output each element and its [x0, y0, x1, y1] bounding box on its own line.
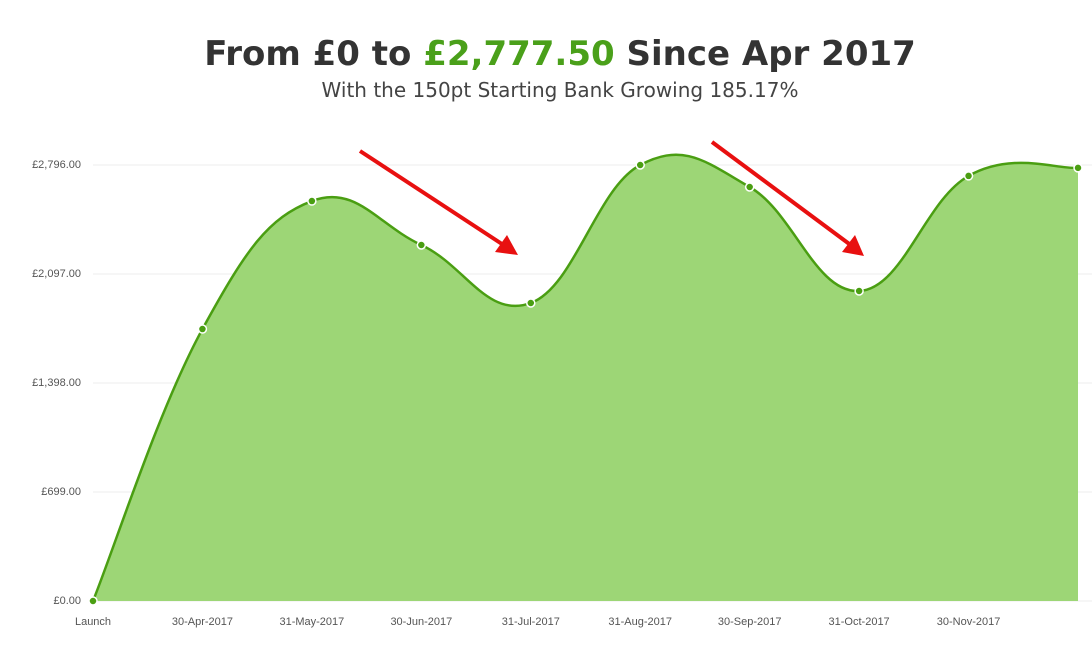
title-highlight: £2,777.50	[423, 34, 615, 74]
x-tick-label: 31-Oct-2017	[829, 616, 890, 628]
y-tick-label: £0.00	[53, 595, 81, 607]
arrow	[710, 140, 854, 248]
point	[635, 160, 645, 170]
x-tick-label: 30-Jun-2017	[390, 616, 452, 628]
y-tick-label: £699.00	[41, 486, 81, 498]
point	[854, 286, 864, 296]
point	[88, 596, 98, 606]
arrow	[358, 149, 507, 248]
arrow-head	[842, 235, 864, 256]
title-prefix: From £0 to	[204, 34, 424, 74]
point	[1073, 163, 1083, 173]
y-tick-label: £1,398.00	[32, 377, 81, 389]
point	[744, 182, 755, 192]
x-tick-label: 30-Apr-2017	[172, 616, 233, 628]
point	[307, 196, 317, 206]
chart-subtitle: With the 150pt Starting Bank Growing 185…	[321, 78, 799, 102]
y-tick-label: £2,796.00	[32, 159, 81, 171]
chart-title: From £0 to £2,777.50 Since Apr 2017	[0, 34, 1092, 74]
x-tick-label: Launch	[75, 616, 111, 628]
x-tick-label: 30-Sep-2017	[718, 616, 782, 628]
annotation-arrows	[358, 140, 864, 256]
x-tick-label: 31-Jul-2017	[502, 616, 560, 628]
x-tick-label: 30-Nov-2017	[937, 616, 1001, 628]
title-suffix: Since Apr 2017	[614, 34, 916, 74]
point	[416, 240, 427, 250]
point	[526, 298, 536, 308]
point	[197, 324, 208, 334]
line	[91, 153, 1079, 602]
y-tick-label: £2,097.00	[32, 268, 81, 280]
arrow-head	[495, 235, 518, 255]
area	[93, 154, 1078, 602]
point	[963, 171, 974, 181]
x-tick-label: 31-May-2017	[279, 616, 344, 628]
x-tick-label: 31-Aug-2017	[608, 616, 672, 628]
